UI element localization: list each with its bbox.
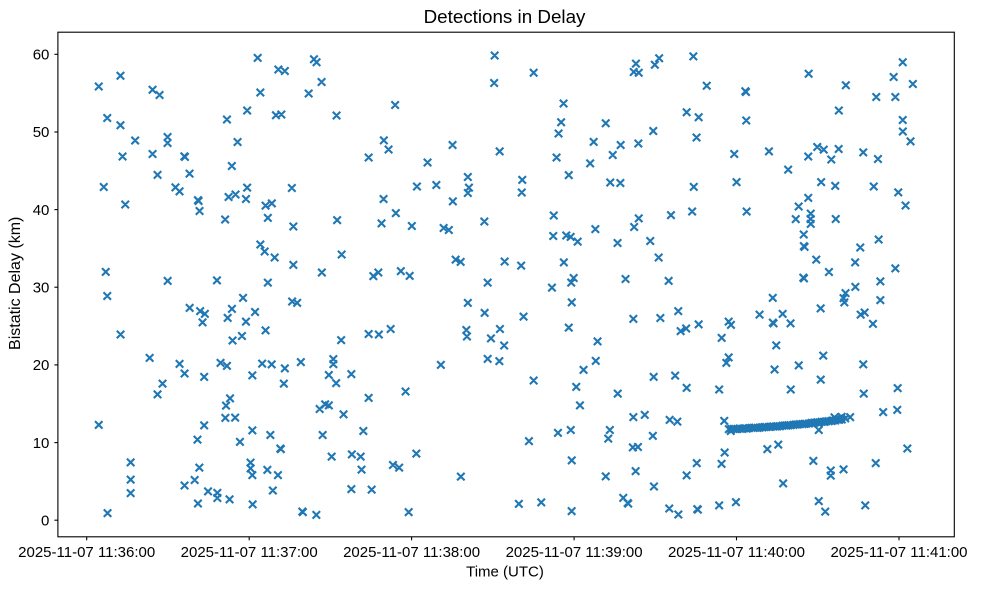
svg-text:50: 50 [33,124,50,141]
svg-text:Time (UTC): Time (UTC) [466,564,544,581]
svg-text:2025-11-07 11:37:00: 2025-11-07 11:37:00 [181,544,318,561]
svg-text:2025-11-07 11:36:00: 2025-11-07 11:36:00 [18,544,155,561]
svg-text:0: 0 [41,512,49,529]
svg-text:60: 60 [33,47,50,64]
svg-text:2025-11-07 11:39:00: 2025-11-07 11:39:00 [506,544,643,561]
svg-text:2025-11-07 11:40:00: 2025-11-07 11:40:00 [668,544,805,561]
svg-text:2025-11-07 11:41:00: 2025-11-07 11:41:00 [830,544,967,561]
svg-text:20: 20 [33,357,50,374]
svg-text:30: 30 [33,279,50,296]
svg-text:Detections in Delay: Detections in Delay [424,6,586,27]
svg-text:40: 40 [33,202,50,219]
svg-text:10: 10 [33,435,50,452]
svg-text:Bistatic Delay (km): Bistatic Delay (km) [7,217,24,350]
svg-text:2025-11-07 11:38:00: 2025-11-07 11:38:00 [343,544,480,561]
